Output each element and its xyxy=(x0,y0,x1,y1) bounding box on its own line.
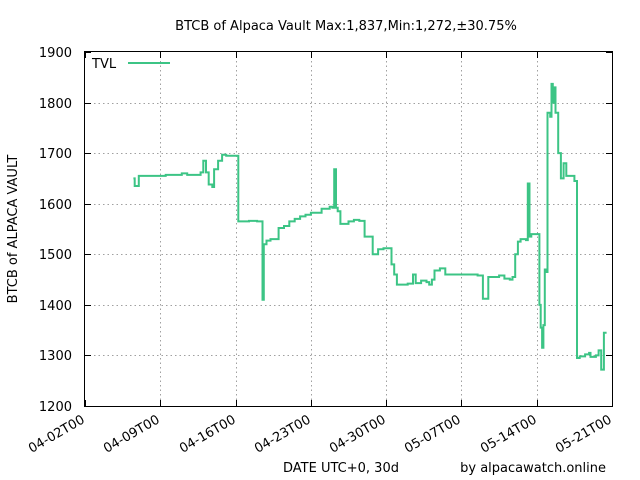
grid xyxy=(85,52,612,406)
x-axis-label: DATE UTC+0, 30d xyxy=(283,461,399,476)
x-tick-label: 04-09T00 xyxy=(101,412,162,456)
y-tick-label: 1800 xyxy=(39,97,72,112)
y-tick-label: 1500 xyxy=(39,248,72,263)
x-tick-label: 04-23T00 xyxy=(252,412,313,456)
y-tick-label: 1300 xyxy=(39,349,72,364)
y-tick-label: 1200 xyxy=(39,400,72,415)
x-tick-label: 04-16T00 xyxy=(177,412,238,456)
y-tick-label: 1600 xyxy=(39,198,72,213)
x-tick-label: 05-21T00 xyxy=(553,412,614,456)
y-tick-label: 1900 xyxy=(39,46,72,61)
legend: TVL xyxy=(91,57,170,72)
x-tick-label: 04-02T00 xyxy=(26,412,87,456)
y-axis-label: BTCB of ALPACA VAULT xyxy=(6,155,21,304)
x-tick-label: 05-07T00 xyxy=(402,412,463,456)
legend-label-tvl: TVL xyxy=(91,57,117,72)
y-tick-label: 1700 xyxy=(39,147,72,162)
x-tick-label: 05-14T00 xyxy=(478,412,539,456)
y-tick-label: 1400 xyxy=(39,299,72,314)
x-tick-label: 04-30T00 xyxy=(327,412,388,456)
plot-frame xyxy=(84,51,613,407)
series-line-tvl xyxy=(133,82,607,371)
credit-text: by alpacawatch.online xyxy=(460,461,606,476)
chart-title: BTCB of Alpaca Vault Max:1,837,Min:1,272… xyxy=(175,19,517,34)
y-ticks: 1200 1300 1400 1500 1600 1700 1800 1900 xyxy=(39,46,612,415)
